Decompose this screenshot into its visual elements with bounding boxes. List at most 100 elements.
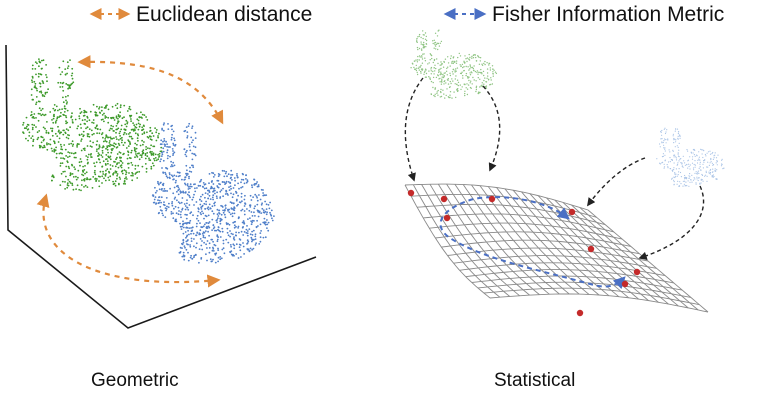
bunny-point (93, 171, 96, 174)
bunny-point (220, 257, 223, 260)
bunny-point (162, 159, 165, 162)
bunny-point (216, 217, 219, 220)
bunny-point (64, 188, 66, 190)
bunny-point (99, 128, 102, 131)
euclidean-arrow-bottom (36, 193, 221, 288)
bunny-point (669, 151, 671, 153)
bunny-point (190, 240, 193, 243)
bunny-point (135, 147, 138, 150)
bunny-point (434, 70, 436, 72)
bunny-point (430, 73, 432, 75)
bunny-point (680, 183, 682, 185)
bunny-point (184, 129, 187, 132)
bunny-point (52, 176, 55, 179)
bunny-point (418, 66, 420, 68)
bunny-point (32, 140, 35, 143)
bunny-point (222, 247, 225, 250)
bunny-point (61, 108, 63, 110)
bunny-point (94, 178, 96, 180)
bunny-point (66, 161, 69, 164)
bunny-point (238, 187, 240, 190)
bunny-point (92, 176, 95, 178)
bunny-point (233, 236, 235, 239)
bunny-point (164, 143, 167, 146)
bunny-point (183, 255, 186, 257)
bunny-point (126, 121, 129, 123)
bunny-point (264, 200, 266, 203)
bunny-point (701, 174, 704, 176)
bunny-point (432, 40, 434, 42)
bunny-point (64, 181, 66, 183)
bunny-point (219, 219, 222, 222)
bunny-point (246, 239, 249, 242)
bunny-point (463, 83, 465, 85)
bunny-point (163, 201, 165, 204)
bunny-point (122, 144, 125, 147)
bunny-point (455, 96, 457, 99)
bunny-point (708, 171, 710, 173)
bunny-point (85, 171, 88, 174)
bunny-point (243, 221, 245, 224)
bunny-point (168, 176, 171, 179)
bunny-point (157, 135, 159, 137)
bunny-point (72, 81, 75, 84)
bunny-point (118, 162, 120, 164)
bunny-point (208, 234, 211, 237)
bunny-point (424, 68, 427, 70)
bunny-point (195, 234, 198, 237)
bunny-point (480, 68, 482, 71)
bunny-point (209, 198, 212, 201)
bunny-point (471, 83, 473, 85)
bunny-point (174, 205, 177, 208)
bunny-point (437, 62, 439, 65)
bunny-point (697, 179, 699, 182)
bunny-point (99, 175, 101, 178)
bunny-point (99, 161, 101, 164)
bunny-point (158, 196, 161, 198)
bunny-point (102, 146, 105, 148)
bunny-point (223, 170, 226, 172)
bunny-point (211, 260, 213, 263)
bunny-point (489, 84, 491, 86)
bunny-point (705, 171, 707, 174)
bunny-point (79, 158, 82, 160)
bunny-point (698, 151, 700, 153)
bunny-point (232, 233, 234, 236)
bunny-point (66, 72, 68, 75)
bunny-point (256, 196, 258, 199)
bunny-point (230, 253, 233, 256)
bunny-point (114, 180, 117, 183)
bunny-point (449, 96, 451, 99)
bunny-point (59, 132, 61, 135)
bunny-point (116, 173, 119, 175)
bunny-point (417, 48, 419, 51)
bunny-point (437, 75, 439, 77)
bunny-point (25, 127, 27, 130)
bunny-point (181, 243, 184, 246)
bunny-point (190, 136, 193, 139)
bunny-point (233, 207, 236, 210)
bunny-point (147, 136, 150, 139)
bunny-point (82, 147, 85, 150)
bunny-point (475, 85, 478, 88)
bunny-point (214, 253, 217, 256)
bunny-point (716, 160, 718, 162)
bunny-point (712, 158, 715, 160)
bunny-point (42, 94, 44, 97)
bunny-point (490, 79, 492, 81)
bunny-point (162, 190, 165, 192)
bunny-point (463, 69, 465, 72)
bunny-point (695, 182, 697, 184)
bunny-point (195, 225, 198, 228)
bunny-point (676, 183, 678, 185)
bunny-point (422, 34, 424, 36)
bunny-point (84, 172, 86, 175)
bunny-point (416, 73, 419, 76)
bunny-point (662, 141, 664, 144)
bunny-point (667, 138, 669, 140)
bunny-point (141, 126, 144, 129)
bunny-point (251, 221, 254, 224)
bunny-point (71, 67, 74, 70)
bunny-point (217, 249, 220, 252)
bunny-point (479, 78, 481, 81)
